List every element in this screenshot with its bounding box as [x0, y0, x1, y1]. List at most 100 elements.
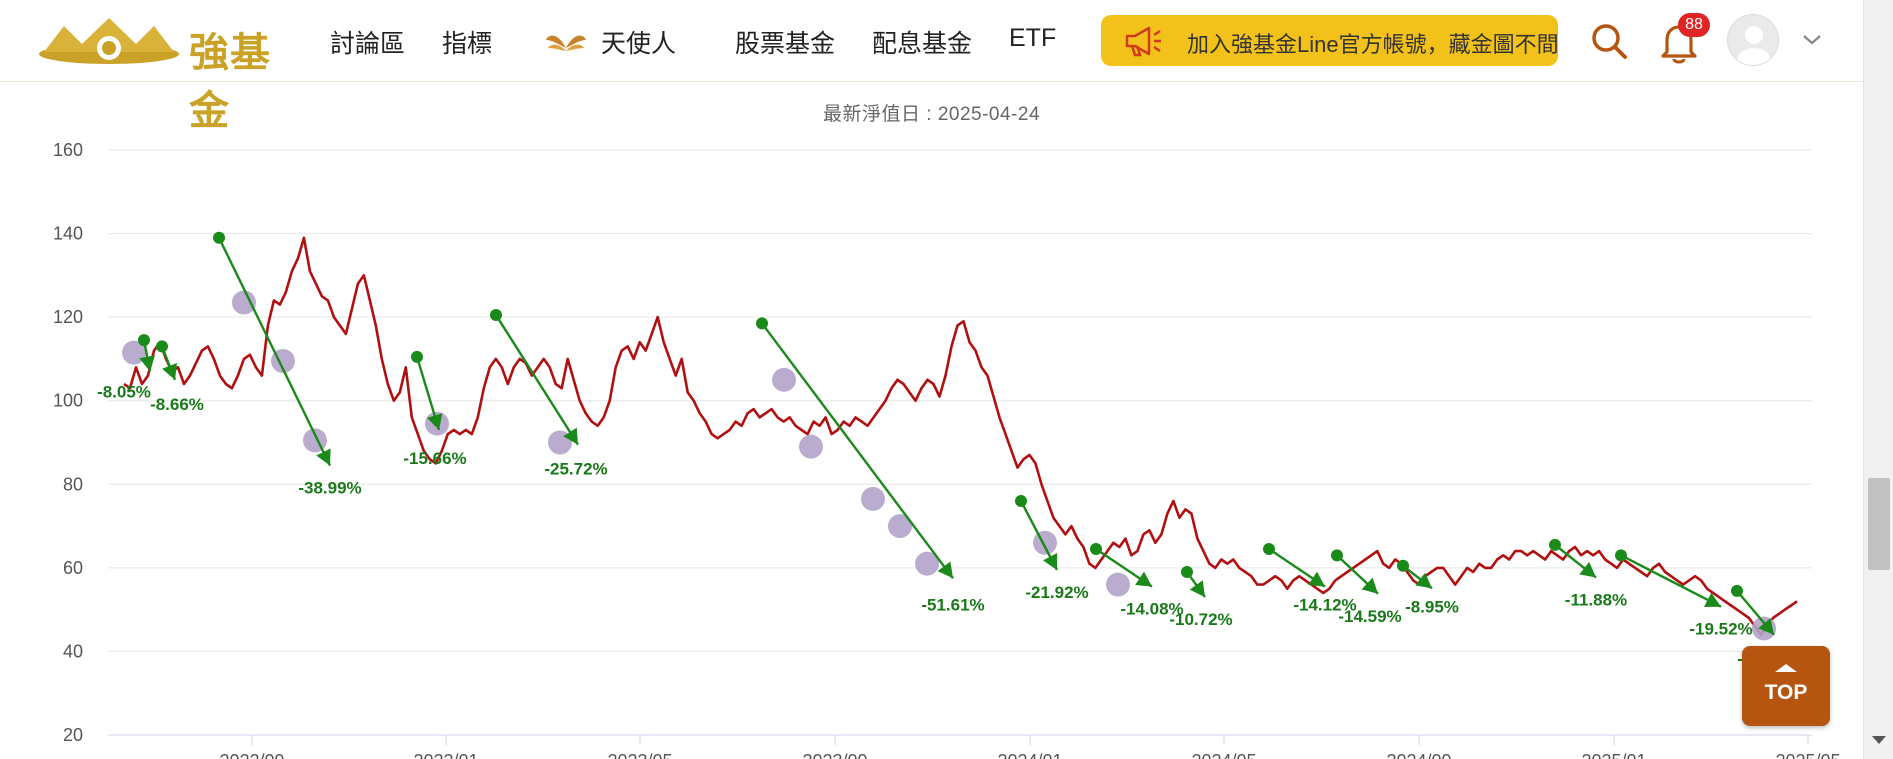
- x-tick-label: 2024/05: [1191, 751, 1256, 759]
- drawdown-label: -: [1737, 650, 1743, 669]
- drawdown-arrowhead: [1189, 580, 1205, 598]
- peak-marker: [756, 317, 768, 330]
- drawdown-arrowhead: [563, 427, 578, 445]
- trough-marker: [772, 367, 796, 392]
- y-tick-label: 100: [53, 391, 83, 411]
- y-tick-label: 60: [63, 558, 83, 578]
- x-tick-label: 2023/01: [413, 751, 478, 759]
- drawdown-arrowhead: [162, 362, 178, 380]
- logo-text: 強基金: [189, 29, 271, 134]
- peak-marker: [1090, 543, 1102, 556]
- drawdown-arrowhead: [1361, 577, 1378, 594]
- nav-dividend-funds[interactable]: 配息基金: [872, 30, 973, 58]
- trough-marker: [915, 551, 939, 576]
- trough-marker: [799, 434, 823, 459]
- drawdown-arrowhead: [1579, 561, 1596, 578]
- peak-marker: [1397, 559, 1409, 572]
- x-tick-label: 2025/01: [1581, 751, 1646, 759]
- peak-marker: [1263, 543, 1275, 556]
- drawdown-label: -21.92%: [1025, 583, 1088, 602]
- avatar[interactable]: [1727, 14, 1779, 66]
- trough-marker: [1106, 572, 1130, 597]
- peak-marker: [1731, 584, 1743, 597]
- y-tick-label: 20: [63, 725, 83, 745]
- scroll-down-arrow-icon[interactable]: [1872, 736, 1886, 744]
- drawdown-label: -14.08%: [1120, 600, 1183, 619]
- x-tick-label: 2024/01: [997, 751, 1062, 759]
- chevron-down-icon[interactable]: [1800, 30, 1824, 48]
- peak-marker: [1549, 538, 1561, 551]
- drawdown-label: -8.95%: [1405, 597, 1459, 616]
- peak-marker: [490, 309, 502, 322]
- drawdown-arrowhead: [1042, 552, 1058, 570]
- drawdown-arrowhead: [937, 561, 953, 579]
- peak-marker: [156, 340, 168, 353]
- megaphone-icon: [1125, 26, 1161, 57]
- nav-equity-funds[interactable]: 股票基金: [735, 30, 836, 58]
- user-icon: [1737, 26, 1771, 65]
- y-tick-label: 120: [53, 307, 83, 327]
- y-tick-label: 40: [63, 641, 83, 661]
- drawdown-arrowhead: [1704, 592, 1721, 607]
- nav-indicators[interactable]: 指標: [442, 30, 493, 58]
- drawdown-label: -14.59%: [1338, 607, 1401, 626]
- nav-series-line: [123, 236, 1798, 636]
- peak-marker: [138, 334, 150, 347]
- search-icon[interactable]: [1590, 22, 1628, 60]
- x-tick-label: 2023/09: [802, 751, 867, 759]
- peak-marker: [1331, 549, 1343, 562]
- drawdown-label: -15.66%: [403, 449, 466, 468]
- drawdown-label: -10.72%: [1169, 610, 1232, 629]
- drawdown-line: [761, 322, 954, 580]
- drawdown-label: -38.99%: [298, 478, 361, 497]
- peak-marker: [411, 350, 423, 363]
- page-scrollbar[interactable]: [1863, 0, 1893, 759]
- drawdown-arrowhead: [1415, 572, 1432, 589]
- back-to-top-button[interactable]: TOP: [1742, 646, 1830, 726]
- drawdown-arrowhead: [427, 413, 443, 430]
- peak-marker: [1015, 495, 1027, 507]
- drawdown-label: -51.61%: [921, 595, 984, 614]
- chart-title: 最新淨值日 : 2025-04-24: [822, 104, 1041, 125]
- drawdown-arrowhead: [1135, 571, 1152, 587]
- nav-angel[interactable]: 天使人: [601, 30, 677, 58]
- arrow-up-icon: [1775, 664, 1797, 672]
- drawdown-label: -8.05%: [97, 382, 151, 401]
- trough-marker: [232, 290, 256, 315]
- drawdown-line: [217, 237, 332, 467]
- x-tick-label: 2022/09: [219, 751, 284, 759]
- line-promo-banner[interactable]: 加入強基金Line官方帳號，藏金圖不間: [1101, 15, 1558, 66]
- y-tick-label: 140: [53, 224, 83, 244]
- drawdown-line: [494, 314, 580, 446]
- x-tick-label: 2025/05: [1775, 751, 1840, 759]
- x-tick-label: 2024/09: [1386, 751, 1451, 759]
- y-tick-label: 80: [63, 474, 83, 494]
- scrollbar-thumb[interactable]: [1868, 478, 1890, 570]
- logo-crown-icon: [39, 18, 179, 64]
- trough-marker: [861, 486, 885, 511]
- nav-forum[interactable]: 討論區: [330, 30, 406, 58]
- top-nav-bar: 強基金 討論區 指標 天使人 股票基金 配息基金 ETF 加入強基金Line官方…: [0, 0, 1863, 134]
- peak-marker: [1615, 549, 1627, 562]
- x-tick-label: 2023/05: [607, 751, 672, 759]
- banner-text: 加入強基金Line官方帳號，藏金圖不間: [1187, 32, 1558, 57]
- back-to-top-label: TOP: [1764, 681, 1808, 704]
- drawdown-label: -14.12%: [1293, 596, 1356, 615]
- drawdown-arrowhead: [1308, 571, 1325, 587]
- trough-marker: [888, 514, 912, 539]
- drawdown-arrowhead: [1758, 618, 1774, 635]
- peak-marker: [1181, 566, 1193, 579]
- drawdown-label: -25.72%: [544, 460, 607, 479]
- drawdown-label: -8.66%: [150, 395, 204, 414]
- nav-history-chart: 160 140 120 100 80 60 40 20 2022/09 2023/01 2023/…: [53, 140, 1841, 759]
- drawdown-label: -11.88%: [1565, 590, 1627, 609]
- peak-marker: [213, 231, 225, 244]
- drawdown-arrowhead: [316, 448, 331, 466]
- trough-marker: [1033, 530, 1057, 555]
- nav-etf[interactable]: ETF: [1009, 24, 1057, 52]
- site-logo[interactable]: 強基金: [34, 14, 292, 134]
- y-tick-label: 160: [53, 140, 83, 160]
- drawdown-label: -19.52%: [1689, 620, 1752, 639]
- notification-badge: 88: [1678, 13, 1710, 37]
- drawdown-arrowhead: [139, 355, 156, 372]
